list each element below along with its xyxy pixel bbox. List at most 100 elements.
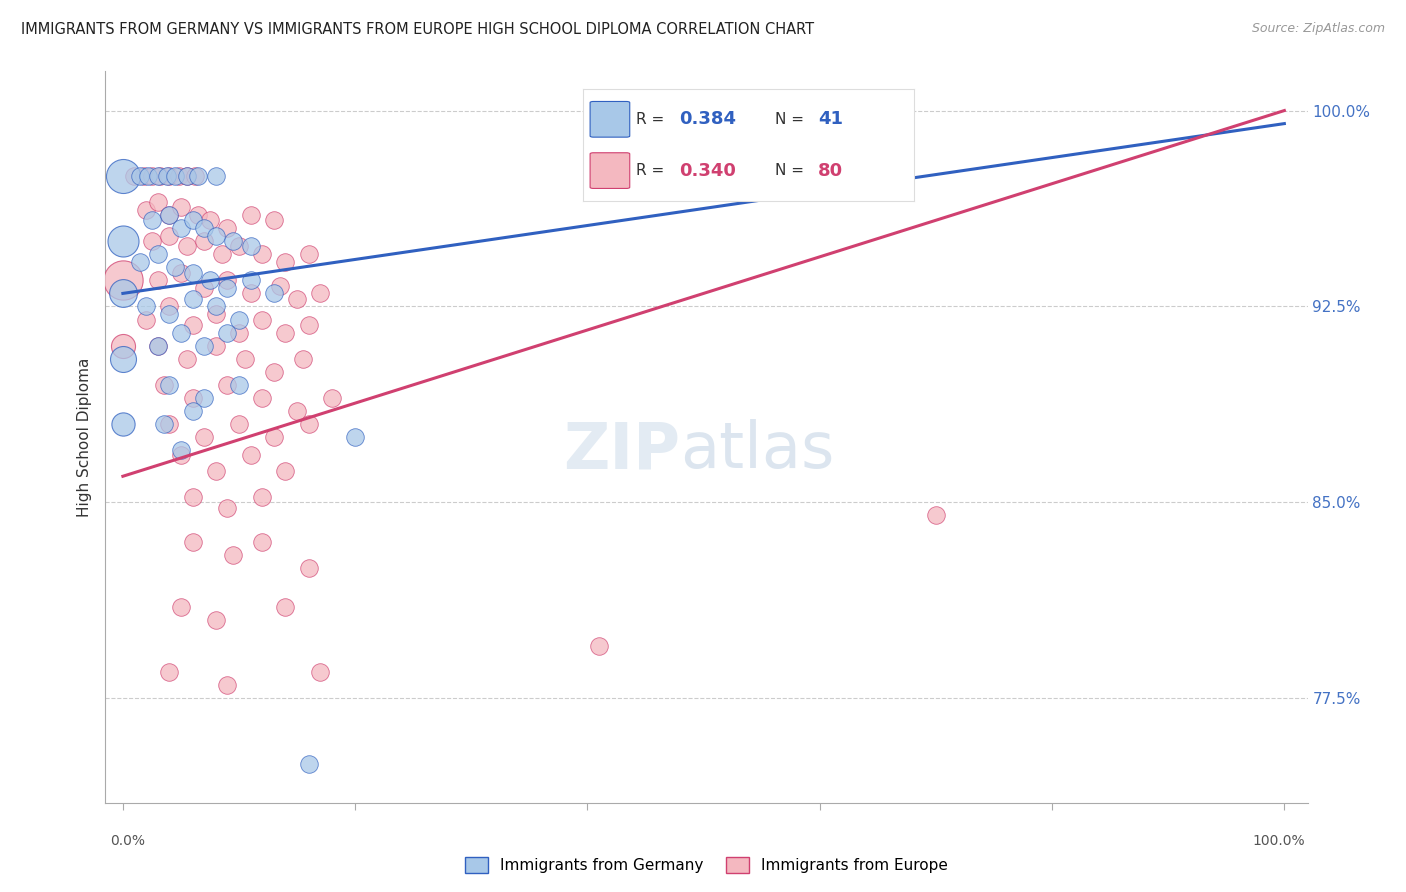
Point	[204, 307, 226, 321]
Y-axis label: High School Diploma: High School Diploma	[76, 358, 91, 516]
Point	[146, 194, 169, 209]
Text: 41: 41	[818, 111, 844, 128]
Point	[204, 613, 226, 627]
Point	[217, 221, 239, 235]
Text: 0.340: 0.340	[679, 161, 737, 179]
Point	[165, 260, 187, 275]
Text: Source: ZipAtlas.com: Source: ZipAtlas.com	[1251, 22, 1385, 36]
Point	[157, 377, 180, 392]
Point	[222, 548, 245, 562]
Text: 80: 80	[818, 161, 844, 179]
Point	[176, 169, 198, 183]
Point	[156, 169, 179, 183]
Point	[198, 273, 221, 287]
Point	[193, 221, 215, 235]
Point	[135, 312, 157, 326]
Point	[176, 169, 198, 183]
Point	[269, 278, 291, 293]
Point	[157, 208, 180, 222]
Point	[152, 377, 174, 392]
Point	[222, 234, 245, 248]
Text: N =: N =	[775, 163, 808, 178]
Point	[252, 391, 274, 405]
Point	[157, 307, 180, 321]
Point	[181, 292, 204, 306]
Point	[274, 255, 297, 269]
Point	[204, 228, 226, 243]
Point	[170, 221, 193, 235]
Point	[298, 247, 321, 261]
Text: 100.0%: 100.0%	[1253, 834, 1305, 848]
Point	[274, 599, 297, 614]
Point	[217, 281, 239, 295]
Point	[588, 639, 610, 653]
Point	[111, 417, 134, 431]
Point	[176, 351, 198, 366]
Point	[184, 169, 207, 183]
Point	[187, 208, 209, 222]
Point	[228, 377, 250, 392]
Text: R =: R =	[637, 163, 669, 178]
Point	[263, 286, 285, 301]
Point	[291, 351, 314, 366]
Point	[146, 247, 169, 261]
Text: ZIP: ZIP	[564, 419, 681, 481]
Point	[204, 464, 226, 478]
Point	[176, 239, 198, 253]
Point	[181, 318, 204, 332]
Point	[217, 326, 239, 340]
Point	[239, 286, 262, 301]
Point	[146, 169, 169, 183]
Point	[146, 338, 169, 352]
Point	[344, 430, 367, 444]
Point	[263, 365, 285, 379]
Point	[228, 417, 250, 431]
FancyBboxPatch shape	[591, 102, 630, 137]
Point	[146, 273, 169, 287]
Point	[285, 292, 308, 306]
Point	[170, 266, 193, 280]
Point	[141, 213, 163, 227]
Point	[309, 286, 332, 301]
Point	[217, 377, 239, 392]
Point	[157, 417, 180, 431]
Point	[193, 234, 215, 248]
Point	[170, 599, 193, 614]
Point	[193, 281, 215, 295]
Point	[217, 500, 239, 515]
Point	[239, 273, 262, 287]
Point	[239, 208, 262, 222]
Point	[167, 169, 190, 183]
Point	[181, 266, 204, 280]
Point	[274, 464, 297, 478]
Point	[298, 560, 321, 574]
Point	[157, 300, 180, 314]
Point	[217, 678, 239, 692]
Point	[170, 326, 193, 340]
Point	[111, 351, 134, 366]
Point	[132, 169, 155, 183]
Point	[129, 169, 152, 183]
Text: N =: N =	[775, 112, 808, 127]
Point	[204, 300, 226, 314]
Point	[252, 247, 274, 261]
Point	[233, 351, 256, 366]
Point	[111, 273, 134, 287]
Point	[211, 247, 233, 261]
Legend: Immigrants from Germany, Immigrants from Europe: Immigrants from Germany, Immigrants from…	[458, 851, 955, 880]
Text: R =: R =	[637, 112, 669, 127]
Point	[111, 169, 134, 183]
Point	[252, 534, 274, 549]
Point	[170, 449, 193, 463]
Point	[228, 239, 250, 253]
FancyBboxPatch shape	[591, 153, 630, 188]
Point	[181, 391, 204, 405]
Point	[298, 756, 321, 771]
Text: IMMIGRANTS FROM GERMANY VS IMMIGRANTS FROM EUROPE HIGH SCHOOL DIPLOMA CORRELATIO: IMMIGRANTS FROM GERMANY VS IMMIGRANTS FR…	[21, 22, 814, 37]
Point	[298, 318, 321, 332]
Point	[149, 169, 172, 183]
Point	[309, 665, 332, 680]
Text: atlas: atlas	[681, 419, 835, 481]
Point	[198, 213, 221, 227]
Point	[252, 312, 274, 326]
